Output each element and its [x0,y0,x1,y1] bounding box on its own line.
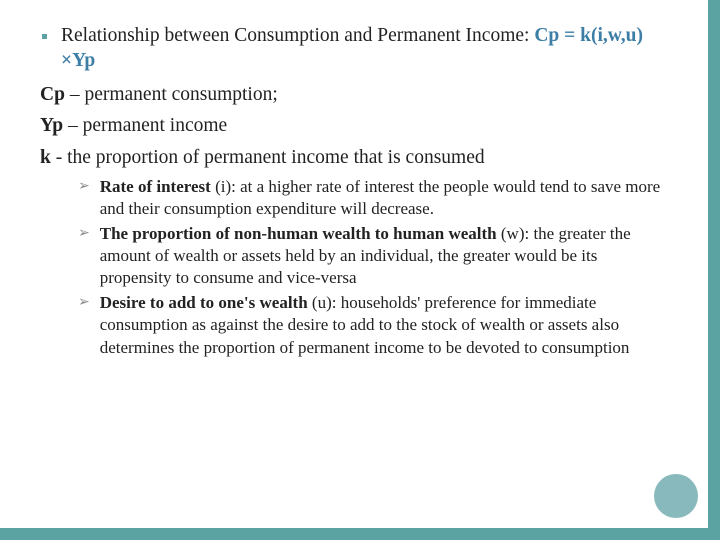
def-symbol: k [40,147,51,168]
sub-lead: The proportion of non-human wealth to hu… [100,224,497,243]
def-text: the proportion of permanent income that … [67,147,485,168]
sub-lead: Desire to add to one's wealth [100,293,308,312]
arrow-icon: ➢ [78,294,90,312]
arrow-icon: ➢ [78,178,90,196]
def-text: permanent income [83,115,228,136]
def-symbol: Yp [40,115,63,136]
def-sep: – [65,84,85,105]
def-sep: - [51,147,67,168]
definition-yp: Yp – permanent income [40,113,672,139]
border-bottom [0,528,720,540]
def-text: permanent consumption; [84,84,277,105]
definition-cp: Cp – permanent consumption; [40,82,672,108]
sub-body: Desire to add to one's wealth (u): house… [100,292,672,358]
sub-item-rate: ➢ Rate of interest (i): at a higher rate… [78,176,672,220]
corner-circle-icon [654,474,698,518]
intro-text: Relationship between Consumption and Per… [61,25,534,46]
arrow-icon: ➢ [78,225,90,243]
sub-lead: Rate of interest [100,177,211,196]
intro-line: Relationship between Consumption and Per… [56,24,672,74]
def-sep: – [63,115,83,136]
intro-text-wrap: Relationship between Consumption and Per… [61,24,672,74]
sub-body: Rate of interest (i): at a higher rate o… [100,176,672,220]
def-symbol: Cp [40,84,65,105]
bullet-dot [42,34,47,39]
sub-item-wealth: ➢ The proportion of non-human wealth to … [78,223,672,289]
border-right [708,0,720,540]
sub-body: The proportion of non-human wealth to hu… [100,223,672,289]
sub-item-desire: ➢ Desire to add to one's wealth (u): hou… [78,292,672,358]
definition-k: k - the proportion of permanent income t… [40,145,672,171]
slide-content: Relationship between Consumption and Per… [0,0,720,386]
